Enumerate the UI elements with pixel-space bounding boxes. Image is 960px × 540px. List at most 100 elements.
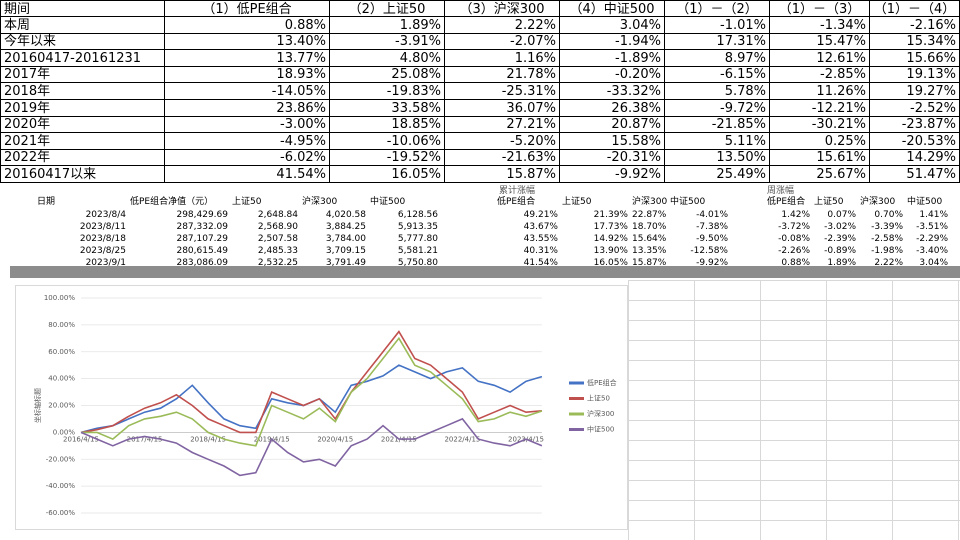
y-tick-label: -20.00% xyxy=(46,455,76,463)
cell: -2.58% xyxy=(871,234,903,244)
cell: -2.29% xyxy=(916,234,948,244)
cell: -12.21% xyxy=(770,99,870,117)
cell: -9.92% xyxy=(696,258,728,268)
cell: 12.61% xyxy=(770,49,870,67)
cell: 40.31% xyxy=(523,246,558,256)
cell: -12.58% xyxy=(690,246,728,256)
cell: （1）低PE组合 xyxy=(165,0,330,17)
cell: 20160417以来 xyxy=(0,166,165,183)
chart: -60.00% -40.00% -20.00% 0.00% 20.00% 40.00% 60… xyxy=(15,285,628,530)
cell: -2.85% xyxy=(770,66,870,84)
cell: -10.06% xyxy=(330,132,445,150)
x-tick-label: 2016/4/15 xyxy=(63,435,99,443)
cell: 15.58% xyxy=(560,132,665,150)
y-tick-label: 0.00% xyxy=(53,428,76,436)
cell: 中证500 xyxy=(907,197,943,207)
y-axis-title: 坐标轴标题 xyxy=(33,388,42,423)
cell: 今年以来 xyxy=(0,33,165,51)
cell: 3.04% xyxy=(919,258,948,268)
cell: -3.40% xyxy=(916,246,948,256)
cell: 上证50 xyxy=(814,197,844,207)
cell: 20.87% xyxy=(560,116,665,134)
cell: 2.22% xyxy=(874,258,903,268)
cell: 3.04% xyxy=(560,16,665,34)
legend-label: 低PE组合 xyxy=(587,378,617,387)
cell: 2,532.25 xyxy=(257,258,298,268)
y-tick-label: 20.00% xyxy=(48,402,75,410)
cell: 沪深300 xyxy=(632,197,668,207)
cell: 280,615.49 xyxy=(176,246,228,256)
cell: -1.34% xyxy=(770,16,870,34)
cell: -2.16% xyxy=(870,16,960,34)
series-line xyxy=(80,364,543,434)
cell: 低PE组合 xyxy=(767,197,806,207)
cell: 2023/8/11 xyxy=(79,222,126,232)
cell: -6.15% xyxy=(665,66,770,84)
cell: 0.07% xyxy=(827,210,856,220)
legend-label: 中证500 xyxy=(587,425,614,434)
cell: -3.39% xyxy=(871,222,903,232)
cell: -9.92% xyxy=(560,166,665,183)
cell: 15.64% xyxy=(632,234,667,244)
cell: 33.58% xyxy=(330,99,445,117)
cell: -1.01% xyxy=(665,16,770,34)
series-line xyxy=(80,417,543,477)
cell: 2017年 xyxy=(0,66,165,84)
cell: 0.88% xyxy=(165,16,330,34)
x-tick-label: 2020/4/15 xyxy=(317,435,353,443)
cell: -2.07% xyxy=(445,33,560,51)
cell: 上证50 xyxy=(562,197,592,207)
cell: 13.35% xyxy=(632,246,667,256)
cell: 沪深300 xyxy=(860,197,896,207)
cell: 13.90% xyxy=(593,246,628,256)
cell: -19.52% xyxy=(330,149,445,167)
cell: 5,750.80 xyxy=(397,258,438,268)
cell: -23.87% xyxy=(870,116,960,134)
cell: 3,884.25 xyxy=(325,222,366,232)
cell: 49.21% xyxy=(523,210,558,220)
cell: -5.20% xyxy=(445,132,560,150)
cell: 2,485.33 xyxy=(257,246,298,256)
legend-label: 上证50 xyxy=(587,394,610,403)
cell: 36.07% xyxy=(445,99,560,117)
y-tick-label: -40.00% xyxy=(46,482,76,490)
cell: -4.95% xyxy=(165,132,330,150)
cell: 2020年 xyxy=(0,116,165,134)
legend-label: 沪深300 xyxy=(587,409,614,418)
cell: -19.83% xyxy=(330,83,445,100)
cell: 14.92% xyxy=(593,234,628,244)
cell: 18.70% xyxy=(632,222,667,232)
cell: 15.34% xyxy=(870,33,960,51)
cell: 283,086.09 xyxy=(176,258,228,268)
cell: 4,020.58 xyxy=(325,210,366,220)
cell: -7.38% xyxy=(696,222,728,232)
cell: -0.89% xyxy=(824,246,856,256)
cell: 低PE组合净值（元） xyxy=(130,197,214,207)
cell: -1.98% xyxy=(871,246,903,256)
cell: 15.61% xyxy=(770,149,870,167)
cell: 0.25% xyxy=(770,132,870,150)
cell: 41.54% xyxy=(165,166,330,183)
cell: 51.47% xyxy=(870,166,960,183)
y-tick-label: 60.00% xyxy=(48,348,75,356)
cell: 1.89% xyxy=(330,16,445,34)
cell: 3,784.00 xyxy=(325,234,366,244)
cell: 298,429.69 xyxy=(176,210,228,220)
cell: -33.32% xyxy=(560,83,665,100)
cell: 20160417-20161231 xyxy=(0,49,165,67)
cell: 上证50 xyxy=(232,197,262,207)
cell: 23.86% xyxy=(165,99,330,117)
sheet-grid xyxy=(628,280,960,540)
cell: 2022年 xyxy=(0,149,165,167)
cell: -4.01% xyxy=(696,210,728,220)
cell: 5.11% xyxy=(665,132,770,150)
cell: （3）沪深300 xyxy=(445,0,560,17)
cell: 2,568.90 xyxy=(257,222,298,232)
cell: 27.21% xyxy=(445,116,560,134)
y-tick-label: 100.00% xyxy=(44,294,75,302)
cell: 2023/8/18 xyxy=(79,234,126,244)
cell: 累计涨幅 xyxy=(499,186,536,196)
cell: 2023/8/4 xyxy=(85,210,126,220)
cell: -21.85% xyxy=(665,116,770,134)
cell: 17.31% xyxy=(665,33,770,51)
